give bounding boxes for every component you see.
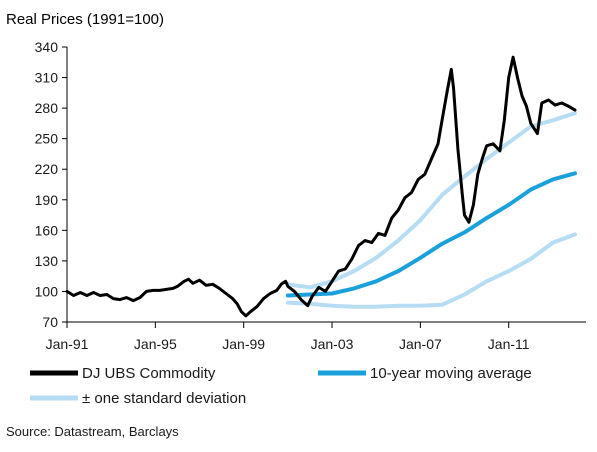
y-tick-label: 160	[35, 222, 59, 238]
y-tick-label: 190	[35, 192, 59, 208]
y-tick-label: 130	[35, 253, 59, 269]
y-tick-label: 340	[35, 39, 59, 55]
legend: DJ UBS Commodity 10-year moving average ± …	[30, 365, 532, 407]
series-line-0	[65, 55, 577, 318]
y-tick-label: 220	[35, 161, 59, 177]
x-tick-label: Jan-07	[399, 336, 442, 352]
legend-label: 10-year moving average	[370, 365, 532, 382]
x-tick-label: Jan-03	[311, 336, 354, 352]
plot-area: 70 100 130 160 190 220 250 280 310 340 Jan-91 Jan-9…	[35, 39, 586, 352]
x-tick-label: Jan-95	[134, 336, 177, 352]
series-line-3	[285, 232, 577, 309]
y-tick-label: 250	[35, 131, 59, 147]
x-tick-label: Jan-91	[46, 336, 89, 352]
legend-label: ± one standard deviation	[82, 390, 246, 407]
y-tick-label: 100	[35, 283, 59, 299]
y-tick-label: 280	[35, 100, 59, 116]
series-line-2	[285, 111, 577, 290]
y-tick-label: 310	[35, 70, 59, 86]
x-tick-label: Jan-11	[488, 336, 530, 352]
legend-label: DJ UBS Commodity	[82, 365, 216, 382]
y-tick-label: 70	[42, 314, 58, 330]
y-axis-label: Real Prices (1991=100)	[6, 11, 164, 28]
series-line-1	[285, 171, 577, 298]
source-note: Source: Datastream, Barclays	[6, 424, 179, 439]
x-tick-label: Jan-99	[222, 336, 265, 352]
